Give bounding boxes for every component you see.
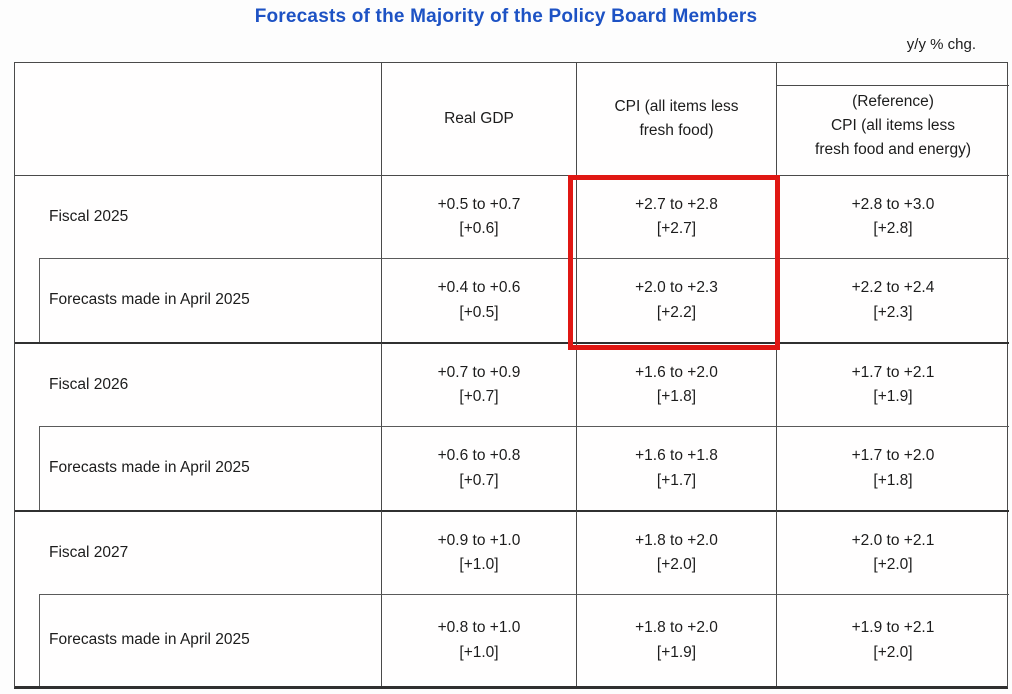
value-median: [+1.9] [656, 643, 697, 661]
cell-cpi: +1.6 to +2.0 [+1.8] [576, 342, 776, 426]
cell-reference-cpi: +1.7 to +2.0 [+1.8] [776, 426, 1009, 510]
forecast-table: Real GDP CPI (all items less fresh food)… [14, 62, 1009, 689]
row-label-cell: Forecasts made in April 2025 [15, 426, 381, 510]
cell-reference-cpi: +2.8 to +3.0 [+2.8] [776, 175, 1009, 258]
value-median: [+1.8] [656, 388, 697, 405]
row-label-cell: Fiscal 2025 [15, 175, 381, 258]
cell-gdp: +0.7 to +0.9 [+0.7] [381, 342, 576, 426]
cell-gdp: +0.4 to +0.6 [+0.5] [381, 258, 576, 342]
header-cpi: CPI (all items less fresh food) [576, 63, 776, 175]
cell-cpi: +1.6 to +1.8 [+1.7] [576, 426, 776, 510]
value-range: +1.7 to +2.1 [851, 363, 935, 381]
value-median: [+1.9] [873, 388, 913, 405]
value-median: [+1.0] [459, 556, 499, 573]
value-median: [+0.6] [459, 220, 499, 237]
row-label: Fiscal 2027 [49, 543, 129, 561]
value-range: +2.7 to +2.8 [635, 195, 718, 213]
value-range: +1.7 to +2.0 [851, 447, 935, 465]
value-range: +0.8 to +1.0 [437, 619, 521, 637]
row-label-cell: Forecasts made in April 2025 [15, 594, 381, 686]
row-label: Forecasts made in April 2025 [49, 630, 250, 648]
value-range: +0.4 to +0.6 [437, 279, 521, 297]
value-range: +1.8 to +2.0 [635, 619, 718, 637]
cell-gdp: +0.9 to +1.0 [+1.0] [381, 510, 576, 594]
cell-cpi: +1.8 to +2.0 [+1.9] [576, 594, 776, 686]
value-range: +0.9 to +1.0 [437, 531, 521, 549]
value-median: [+2.3] [873, 303, 913, 321]
row-label-cell: Fiscal 2026 [15, 342, 381, 426]
header-cpi-label: CPI (all items less fresh food) [614, 97, 739, 139]
value-median: [+2.8] [873, 220, 913, 237]
row-label: Fiscal 2025 [49, 207, 129, 225]
page-title: Forecasts of the Majority of the Policy … [254, 6, 758, 27]
value-median: [+1.8] [873, 471, 913, 489]
cell-gdp: +0.8 to +1.0 [+1.0] [381, 594, 576, 686]
row-label-cell: Forecasts made in April 2025 [15, 258, 381, 342]
value-range: +2.0 to +2.3 [635, 279, 718, 297]
value-range: +0.5 to +0.7 [437, 195, 521, 213]
header-reference-cpi: (Reference) CPI (all items less fresh fo… [776, 63, 1009, 175]
value-median: [+2.2] [656, 303, 697, 321]
value-range: +2.8 to +3.0 [851, 195, 935, 213]
value-range: +1.6 to +1.8 [635, 447, 718, 465]
value-median: [+2.7] [656, 220, 697, 237]
header-real-gdp-label: Real GDP [444, 109, 514, 127]
cell-reference-cpi: +1.7 to +2.1 [+1.9] [776, 342, 1009, 426]
cell-cpi: +1.8 to +2.0 [+2.0] [576, 510, 776, 594]
value-range: +1.6 to +2.0 [635, 363, 718, 381]
cell-cpi: +2.0 to +2.3 [+2.2] [576, 258, 776, 342]
header-empty-cell [15, 63, 381, 175]
cell-gdp: +0.5 to +0.7 [+0.6] [381, 175, 576, 258]
value-range: +0.6 to +0.8 [437, 447, 521, 465]
value-range: +0.7 to +0.9 [437, 363, 521, 381]
value-median: [+0.7] [459, 471, 499, 489]
forecast-table-grid: Real GDP CPI (all items less fresh food)… [14, 62, 1009, 689]
header-reference-cpi-label: (Reference) CPI (all items less fresh fo… [815, 92, 971, 158]
row-label: Fiscal 2026 [49, 375, 129, 393]
cell-reference-cpi: +2.0 to +2.1 [+2.0] [776, 510, 1009, 594]
value-range: +1.8 to +2.0 [635, 531, 718, 549]
cell-cpi: +2.7 to +2.8 [+2.7] [576, 175, 776, 258]
cell-reference-cpi: +2.2 to +2.4 [+2.3] [776, 258, 1009, 342]
value-median: [+0.7] [459, 388, 499, 405]
value-median: [+2.0] [656, 556, 697, 573]
cell-reference-cpi: +1.9 to +2.1 [+2.0] [776, 594, 1009, 686]
value-median: [+2.0] [873, 556, 913, 573]
value-median: [+2.0] [873, 643, 913, 661]
value-range: +2.0 to +2.1 [851, 531, 935, 549]
header-real-gdp: Real GDP [381, 63, 576, 175]
value-median: [+0.5] [459, 303, 499, 321]
row-label: Forecasts made in April 2025 [49, 458, 250, 476]
row-label: Forecasts made in April 2025 [49, 290, 250, 308]
row-label-cell: Fiscal 2027 [15, 510, 381, 594]
value-range: +2.2 to +2.4 [851, 279, 935, 297]
unit-note: y/y % chg. [906, 36, 976, 53]
value-range: +1.9 to +2.1 [851, 619, 935, 637]
cell-gdp: +0.6 to +0.8 [+0.7] [381, 426, 576, 510]
value-median: [+1.0] [459, 643, 499, 661]
value-median: [+1.7] [656, 471, 697, 489]
